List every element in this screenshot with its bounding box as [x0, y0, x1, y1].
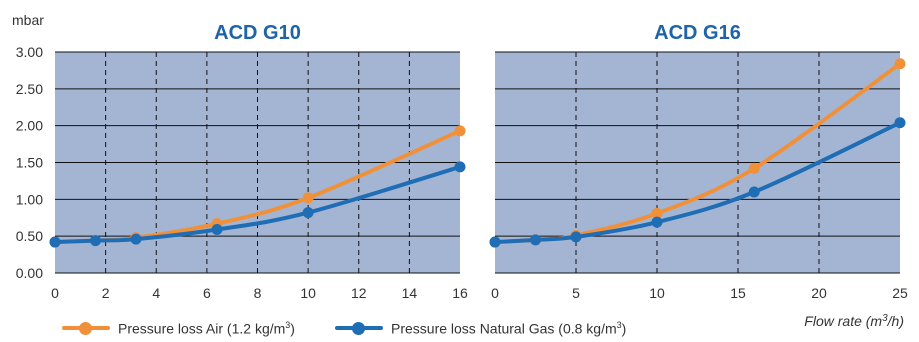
y-tick-label-0: 0.00 — [16, 265, 43, 281]
legend-item-air: Pressure loss Air (1.2 kg/m3) — [62, 320, 295, 337]
y-tick-label-3: 1.50 — [16, 155, 43, 171]
legend-label-air-text: Pressure loss Air (1.2 kg/m — [118, 320, 286, 337]
chart1-x-tick-label-1: 2 — [102, 285, 110, 301]
chart1-x-tick-label-8: 16 — [452, 285, 468, 301]
chart1-series-gas-point-2 — [130, 233, 142, 245]
y-tick-label-4: 2.00 — [16, 118, 43, 134]
chart1-series-air-point-4 — [302, 192, 314, 204]
chart2-series-gas-point-5 — [894, 117, 906, 129]
chart1-x-tick-label-3: 6 — [203, 285, 211, 301]
chart1-x-tick-label-4: 8 — [254, 285, 262, 301]
chart2-x-tick-label-2: 10 — [649, 285, 665, 301]
legend-label-air-end: ) — [290, 320, 295, 337]
legend-swatch-air — [62, 321, 110, 336]
legend-label-air-sup: 3 — [285, 320, 291, 330]
chart1-series-air-point-5 — [454, 125, 466, 137]
legend-label-gas-sup: 3 — [616, 320, 622, 330]
chart1-series-gas-point-4 — [302, 207, 314, 219]
chart1-x-tick-label-0: 0 — [51, 285, 59, 301]
chart1-series-gas-point-0 — [49, 236, 61, 248]
chart2-x-tick-label-3: 15 — [730, 285, 746, 301]
chart2-title: ACD G16 — [654, 22, 741, 44]
chart1-series-gas-point-3 — [211, 224, 223, 236]
x-axis-label-end: /h) — [887, 313, 904, 329]
legend-swatch-gas-dot — [352, 322, 365, 336]
chart1-series-gas-point-5 — [454, 161, 466, 173]
legend-label-gas-text: Pressure loss Natural Gas (0.8 kg/m — [391, 320, 617, 337]
chart2-x-tick-label-5: 25 — [892, 285, 908, 301]
legend-swatch-gas — [335, 321, 383, 336]
legend-label-gas: Pressure loss Natural Gas (0.8 kg/m3) — [391, 320, 626, 337]
chart2-x-tick-label-4: 20 — [811, 285, 827, 301]
legend-item-gas: Pressure loss Natural Gas (0.8 kg/m3) — [335, 320, 626, 337]
y-unit-label: mbar — [12, 12, 44, 28]
chart2-x-tick-label-0: 0 — [491, 285, 499, 301]
legend: Pressure loss Air (1.2 kg/m3) Pressure l… — [0, 320, 919, 340]
chart1-x-tick-label-2: 4 — [152, 285, 160, 301]
chart2-series-air-point-4 — [748, 162, 760, 174]
chart1-x-tick-label-6: 12 — [351, 285, 367, 301]
chart2-series-gas-point-1 — [530, 234, 541, 246]
y-tick-label-6: 3.00 — [16, 44, 43, 60]
y-tick-label-2: 1.00 — [16, 191, 43, 207]
chart2-x-tick-label-1: 5 — [572, 285, 580, 301]
chart2-series-gas-point-3 — [651, 216, 663, 228]
x-axis-label: Flow rate (m3/h) — [804, 313, 904, 329]
y-tick-label-5: 2.50 — [16, 81, 43, 97]
chart2-series-gas-point-4 — [748, 186, 760, 198]
chart1-title: ACD G10 — [214, 22, 301, 44]
chart1-x-tick-label-5: 10 — [300, 285, 316, 301]
legend-swatch-air-dot — [79, 322, 92, 336]
chart1-x-tick-label-7: 14 — [402, 285, 418, 301]
x-axis-label-main: Flow rate (m — [804, 313, 882, 329]
chart1-series-gas-point-1 — [90, 235, 101, 247]
legend-label-gas-end: ) — [621, 320, 627, 337]
chart2-series-gas-point-2 — [570, 231, 582, 243]
chart2-series-gas-point-0 — [489, 236, 501, 248]
legend-label-air: Pressure loss Air (1.2 kg/m3) — [118, 320, 295, 337]
chart2-series-air-point-5 — [894, 58, 906, 70]
chart2-series-air-point-3 — [651, 207, 663, 219]
y-tick-label-1: 0.50 — [16, 228, 43, 244]
x-axis-label-sup: 3 — [882, 313, 888, 324]
